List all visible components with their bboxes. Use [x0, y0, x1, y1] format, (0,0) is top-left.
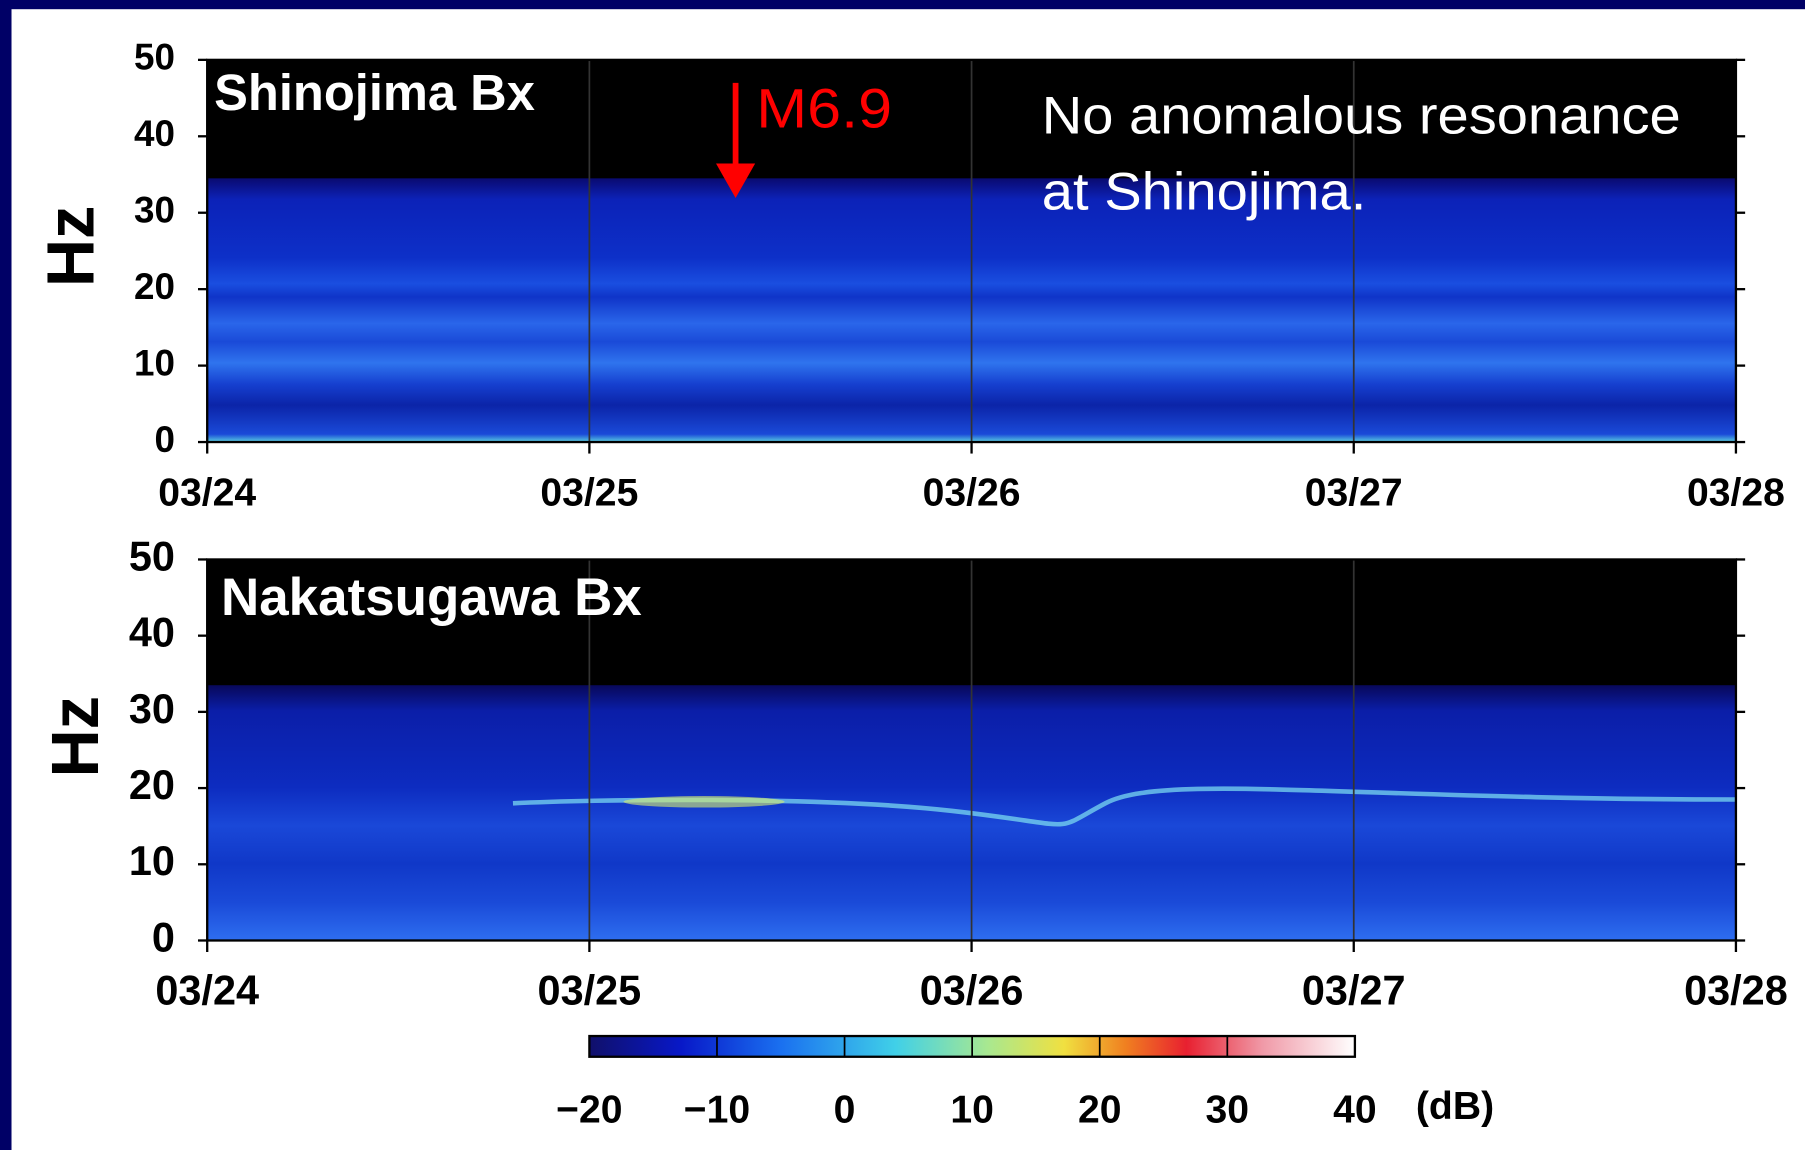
y-tick-label: 40	[134, 113, 175, 154]
x-tick-label: 03/25	[540, 471, 638, 514]
plot-frame	[206, 558, 1738, 942]
y-tick-label: 40	[129, 609, 175, 656]
y-tick-label: 0	[152, 913, 175, 960]
y-tick-label: 50	[129, 532, 175, 579]
x-tick-label: 03/26	[920, 966, 1024, 1013]
x-tick-label: 03/24	[155, 966, 259, 1013]
note-line: at Shinojima.	[1042, 163, 1367, 222]
colorbar-tick-label: −10	[684, 1088, 750, 1131]
x-tick-label: 03/24	[158, 471, 256, 514]
y-axis-label: Hz	[39, 696, 113, 778]
colorbar-tick-label: 20	[1078, 1088, 1122, 1131]
y-tick-label: 50	[134, 37, 175, 78]
colorbar-tick-label: 10	[950, 1088, 994, 1131]
y-tick-label: 30	[129, 685, 175, 732]
colorbar-tick-label: 30	[1206, 1088, 1250, 1131]
colorbar-tick-label: 0	[834, 1088, 856, 1131]
event-arrowhead	[716, 163, 756, 198]
y-axis-label: Hz	[35, 206, 109, 288]
plot-frame	[206, 58, 1738, 444]
panel-title: Nakatsugawa Bx	[221, 568, 642, 627]
event-label: M6.9	[756, 77, 892, 139]
y-tick-label: 30	[134, 189, 175, 230]
panel-title: Shinojima Bx	[214, 64, 535, 121]
resonance-peak	[623, 796, 785, 808]
y-tick-label: 20	[134, 266, 175, 307]
x-tick-label: 03/28	[1687, 471, 1785, 514]
x-tick-label: 03/26	[923, 471, 1021, 514]
y-tick-label: 10	[129, 837, 175, 884]
y-tick-label: 10	[134, 342, 175, 383]
x-tick-label: 03/27	[1302, 966, 1406, 1013]
x-tick-label: 03/27	[1305, 471, 1403, 514]
x-tick-label: 03/28	[1684, 966, 1788, 1013]
y-tick-label: 0	[154, 419, 174, 460]
colorbar-tick-label: 40	[1333, 1088, 1377, 1131]
note-line: No anomalous resonance	[1042, 87, 1681, 146]
y-tick-label: 20	[129, 761, 175, 808]
colorbar-unit: (dB)	[1416, 1085, 1494, 1128]
colorbar-tick-label: −20	[556, 1088, 622, 1131]
x-tick-label: 03/25	[538, 966, 642, 1013]
